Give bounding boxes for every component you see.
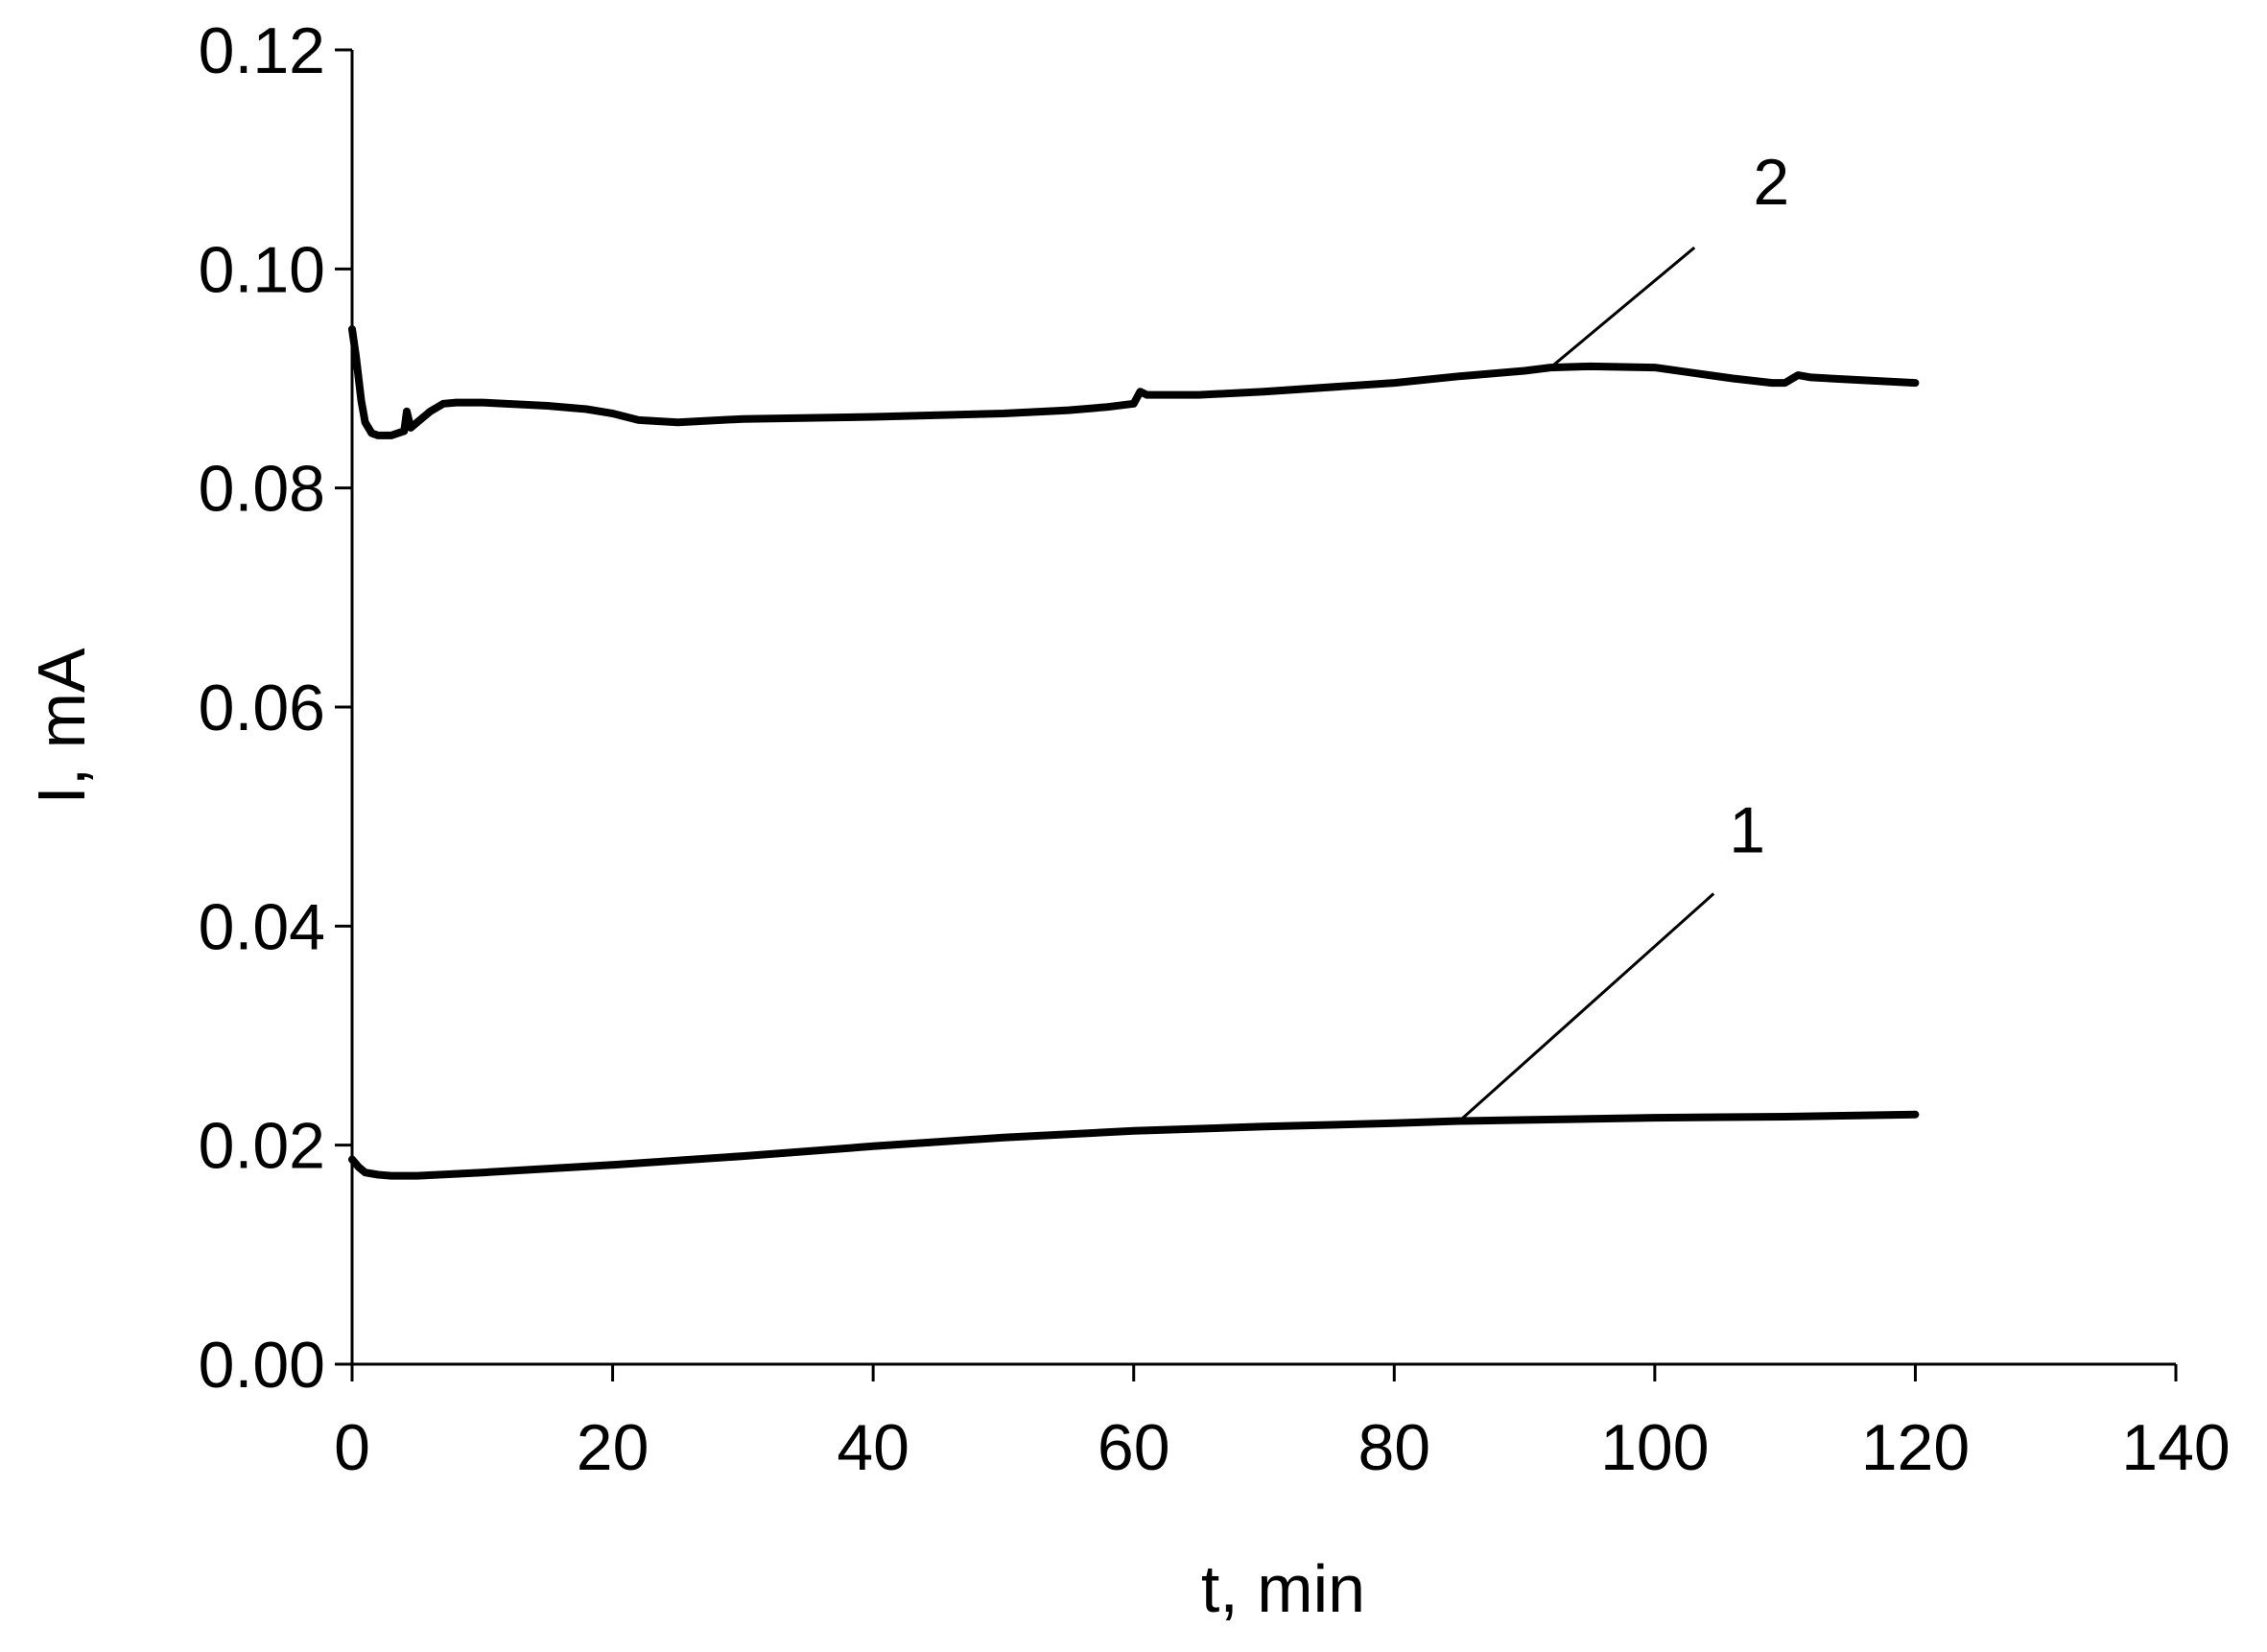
x-tick-label: 60 [1098, 1411, 1170, 1484]
curve-1-leader-line [1458, 892, 1715, 1122]
x-axis-ticks: 0 20 40 60 80 100 120 140 [334, 1364, 2231, 1484]
series-layer [348, 325, 1920, 1180]
y-tick-label: 0.10 [199, 233, 325, 306]
annotation-layer: 21 [1458, 146, 1789, 1122]
series-2-line [348, 325, 1920, 439]
x-tick-label: 100 [1600, 1411, 1709, 1484]
x-tick-label: 40 [837, 1411, 909, 1484]
y-tick-label: 0.00 [199, 1329, 325, 1402]
y-tick-label: 0.12 [199, 14, 325, 87]
x-tick-label: 120 [1861, 1411, 1970, 1484]
y-tick-label: 0.08 [199, 453, 325, 526]
y-axis-ticks: 0.00 0.02 0.04 0.06 0.08 0.10 0.12 [199, 14, 352, 1402]
y-tick-label: 0.02 [199, 1110, 325, 1183]
x-tick-label: 20 [577, 1411, 649, 1484]
x-tick-label: 0 [334, 1411, 370, 1484]
curve-2-label: 2 [1753, 146, 1789, 219]
y-axis-title: I, mA [24, 648, 99, 805]
x-tick-label: 140 [2121, 1411, 2230, 1484]
curve-2-leader-line [1549, 246, 1696, 369]
y-tick-label: 0.06 [199, 672, 325, 744]
series-1-line [348, 1110, 1920, 1180]
x-axis-title: t, min [1201, 1551, 1365, 1626]
x-tick-label: 80 [1358, 1411, 1430, 1484]
y-tick-label: 0.04 [199, 890, 325, 963]
curve-1-label: 1 [1729, 794, 1765, 867]
